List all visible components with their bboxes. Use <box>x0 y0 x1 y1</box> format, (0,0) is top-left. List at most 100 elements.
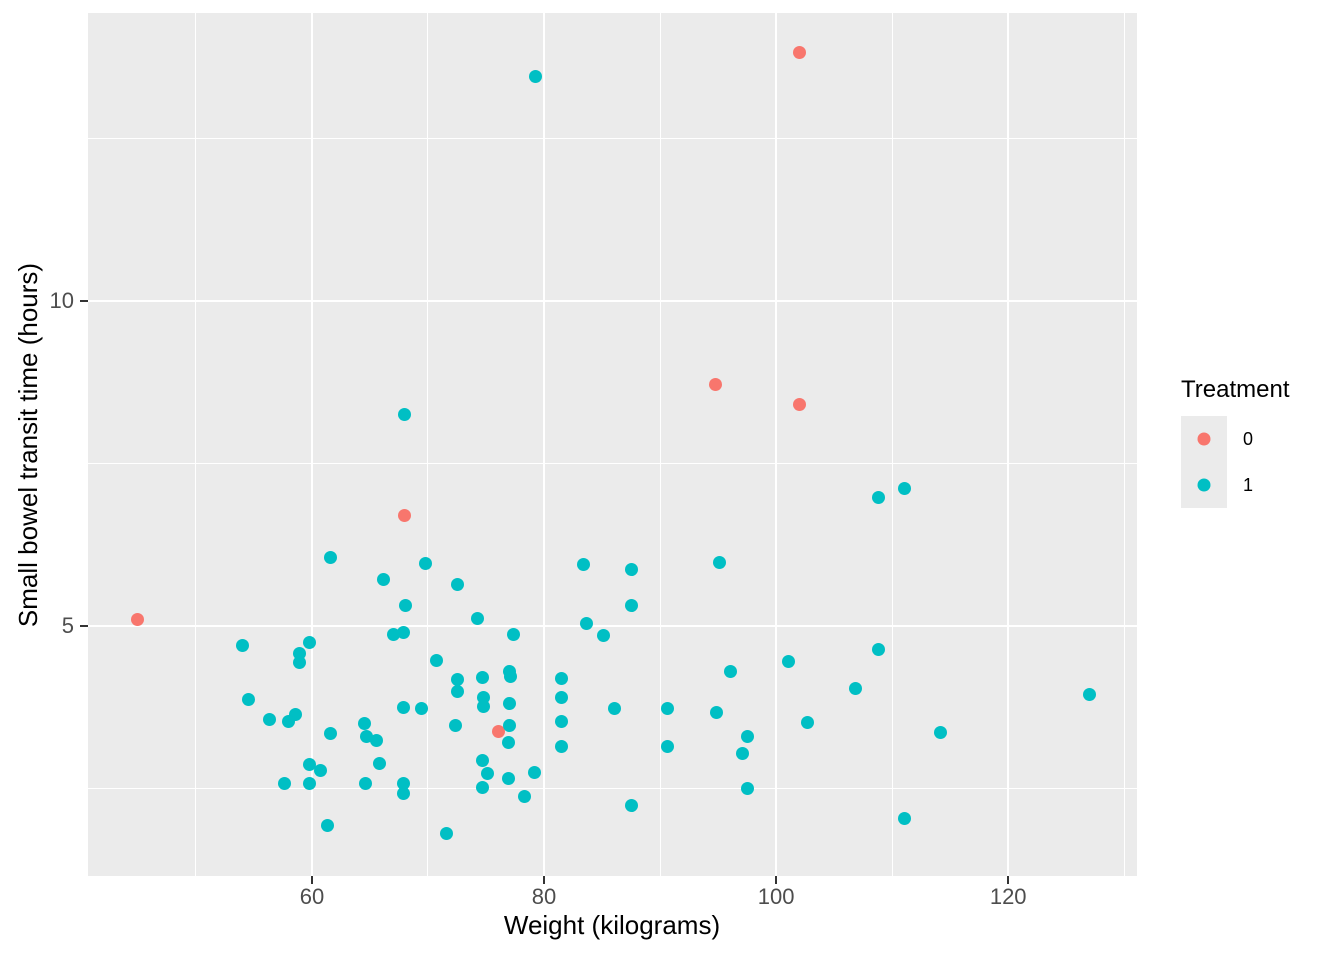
x-tick-label: 60 <box>299 884 325 909</box>
data-point-treatment-1 <box>596 629 610 643</box>
data-point-treatment-1 <box>529 69 543 83</box>
data-point-treatment-1 <box>507 628 521 642</box>
data-point-treatment-1 <box>476 671 490 685</box>
data-point-treatment-1 <box>303 776 317 790</box>
data-point-treatment-1 <box>1082 688 1096 702</box>
data-point-treatment-1 <box>660 702 674 716</box>
x-minor-gridline <box>1123 13 1125 876</box>
legend-title: Treatment <box>1181 376 1290 403</box>
data-point-treatment-0 <box>492 724 506 738</box>
y-axis-title: Small bowel transit time (hours) <box>13 262 43 628</box>
data-point-treatment-1 <box>724 665 738 679</box>
data-point-treatment-1 <box>554 739 568 753</box>
data-point-treatment-1 <box>358 777 372 791</box>
legend-key-swatch <box>1181 416 1227 462</box>
x-tick <box>1007 876 1010 884</box>
data-point-treatment-1 <box>660 739 674 753</box>
data-point-treatment-1 <box>372 757 386 771</box>
data-point-treatment-1 <box>476 781 490 795</box>
legend-dot-icon <box>1197 432 1211 446</box>
data-point-treatment-1 <box>399 599 413 613</box>
x-tick <box>775 876 778 884</box>
data-point-treatment-1 <box>440 827 454 841</box>
x-tick <box>543 876 546 884</box>
data-point-treatment-1 <box>580 617 594 631</box>
data-point-treatment-1 <box>450 673 464 687</box>
data-point-treatment-1 <box>528 766 542 780</box>
legend-entry-1: 1 <box>1181 462 1289 508</box>
data-point-treatment-1 <box>357 717 371 731</box>
data-point-treatment-0 <box>709 378 723 392</box>
data-point-treatment-1 <box>782 655 796 669</box>
y-tick-label: 10 <box>49 287 74 313</box>
data-point-treatment-0 <box>131 612 145 626</box>
data-point-treatment-1 <box>624 598 638 612</box>
data-point-treatment-1 <box>397 786 411 800</box>
data-point-treatment-1 <box>501 736 515 750</box>
data-point-treatment-1 <box>429 654 443 668</box>
data-point-treatment-1 <box>320 818 334 832</box>
data-point-treatment-1 <box>576 558 590 572</box>
x-major-gridline <box>310 13 313 876</box>
data-point-treatment-1 <box>282 714 296 728</box>
x-tick-label: 80 <box>531 884 557 909</box>
x-major-gridline <box>775 13 778 876</box>
x-tick <box>310 876 313 884</box>
data-point-treatment-1 <box>419 556 433 570</box>
y-tick-label: 5 <box>61 612 74 638</box>
data-point-treatment-1 <box>477 699 491 713</box>
y-minor-gridline <box>88 462 1137 464</box>
x-tick-label: 120 <box>989 884 1027 909</box>
data-point-treatment-1 <box>740 782 754 796</box>
legend-key-swatch <box>1181 462 1227 508</box>
y-tick <box>80 624 88 627</box>
data-point-treatment-1 <box>800 716 814 730</box>
data-point-treatment-0 <box>398 509 412 523</box>
legend-label: 1 <box>1243 474 1254 495</box>
data-point-treatment-1 <box>871 643 885 657</box>
x-tick-label: 100 <box>757 884 795 909</box>
data-point-treatment-0 <box>792 398 806 412</box>
data-point-treatment-1 <box>898 811 912 825</box>
y-tick <box>80 299 88 302</box>
data-point-treatment-1 <box>262 712 276 726</box>
data-point-treatment-1 <box>377 573 391 587</box>
y-minor-gridline <box>88 787 1137 789</box>
y-minor-gridline <box>88 137 1137 139</box>
data-point-treatment-1 <box>735 746 749 760</box>
data-point-treatment-1 <box>554 690 568 704</box>
data-point-treatment-1 <box>517 789 531 803</box>
data-point-treatment-1 <box>480 767 494 781</box>
data-point-treatment-1 <box>740 729 754 743</box>
data-point-treatment-1 <box>624 798 638 812</box>
data-point-treatment-1 <box>370 734 384 748</box>
data-point-treatment-1 <box>292 655 306 669</box>
data-point-treatment-1 <box>414 701 428 715</box>
x-minor-gridline <box>195 13 197 876</box>
data-point-treatment-1 <box>313 763 327 777</box>
x-axis-title: Weight (kilograms) <box>503 910 721 940</box>
data-point-treatment-1 <box>848 682 862 696</box>
y-major-gridline <box>88 299 1137 302</box>
x-minor-gridline <box>891 13 893 876</box>
x-major-gridline <box>1007 13 1010 876</box>
data-point-treatment-1 <box>450 578 464 592</box>
data-point-treatment-1 <box>710 706 724 720</box>
data-point-treatment-1 <box>608 702 622 716</box>
data-point-treatment-1 <box>303 635 317 649</box>
data-point-treatment-1 <box>398 408 412 422</box>
data-point-treatment-1 <box>503 669 517 683</box>
data-point-treatment-1 <box>324 551 338 565</box>
data-point-treatment-1 <box>397 626 411 640</box>
x-minor-gridline <box>659 13 661 876</box>
x-minor-gridline <box>427 13 429 876</box>
data-point-treatment-1 <box>502 696 516 710</box>
data-point-treatment-1 <box>554 671 568 685</box>
data-point-treatment-1 <box>359 730 373 744</box>
data-point-treatment-1 <box>476 754 490 768</box>
data-point-treatment-1 <box>501 772 515 786</box>
data-point-treatment-1 <box>450 684 464 698</box>
